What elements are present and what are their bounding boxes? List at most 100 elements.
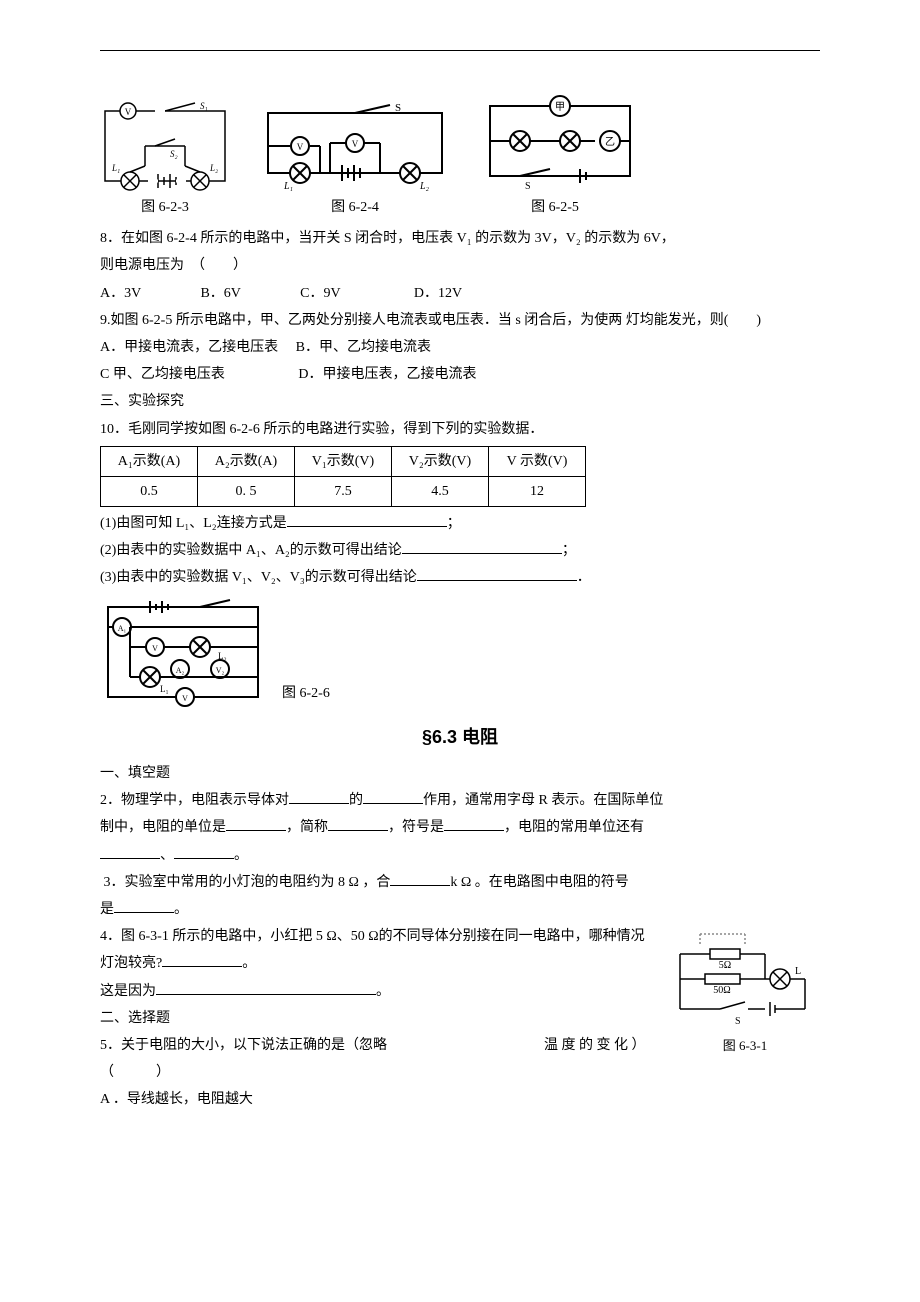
r2-label: 50Ω [713,985,730,996]
th-v1: V₁示数(V) [295,446,392,476]
fill-blank-heading: 一、填空题 [100,761,820,786]
v-label-1: V [152,644,158,653]
lamp-l1-label: L₁ [283,181,293,191]
section-3-title: 三、实验探究 [100,389,820,414]
top-rule [100,50,820,51]
td-a2: 0. 5 [198,476,295,506]
lamp-l2-label: L₂ [209,163,218,173]
a2-label: A₂ [176,666,185,675]
q3-pre: 3．实验室中常用的小灯泡的电阻约为 8 Ω ，合 [104,875,391,890]
q2-line2: 制中，电阻的单位是，简称，符号是，电阻的常用单位还有 [100,815,820,840]
q4-line3post: 。 [376,984,390,999]
q10-sub1-pre: (1)由图可知 L₁、L₂连接方式是 [100,516,287,531]
meter-jia-label: 甲 [555,102,565,113]
meter-yi-label: 乙 [605,136,615,148]
fig-captions-row: 图 6-2-3 图 6-2-4 图 6-2-5 [100,195,820,220]
td-v: 12 [489,476,586,506]
fig-6-2-3: V S₁ S₂ L₁ L₂ [100,101,230,191]
fig-6-3-1-caption: 图 6-3-1 [670,1034,820,1057]
q3-line1: 3．实验室中常用的小灯泡的电阻约为 8 Ω ，合 k Ω 。在电路图中电阻的符号 [100,870,820,895]
th-a2: A₂示数(A) [198,446,295,476]
v-label-2: V [182,694,188,703]
fig-6-2-5-caption: 图 6-2-5 [480,195,630,220]
fig-6-2-5: 甲 乙 S [480,91,640,191]
td-v2: 4.5 [392,476,489,506]
q2-line1: 2．物理学中，电阻表示导体对 的 作用，通常用字母 R 表示。在国际单位 [100,788,820,813]
q4-line3pre: 这是因为 [100,984,156,999]
table-data-row: 0.5 0. 5 7.5 4.5 12 [101,476,586,506]
q10-sub3: (3)由表中的实验数据 V₁、V₂、V₃的示数可得出结论 ． [100,565,820,590]
q9-opt-c: C 甲、乙均接电压表 [100,367,225,382]
blank [363,789,423,804]
q10-sub2-pre: (2)由表中的实验数据中 A₁、A₂的示数可得出结论 [100,543,402,558]
q3-line2post: 。 [174,902,188,917]
q9-opt-d: D．甲接电压表，乙接电流表 [298,367,476,382]
blank [289,789,349,804]
q2-p1c: 作用，通常用字母 R 表示。在国际单位 [423,793,663,808]
switch-s-label: S [395,102,401,114]
q8-opt-d: D．12V [414,286,462,301]
lamp-l1-label: L₁ [111,163,120,173]
q10-sub2-post: ； [562,543,576,558]
table-header-row: A₁示数(A) A₂示数(A) V₁示数(V) V₂示数(V) V 示数(V) [101,446,586,476]
switch-s1-label: S₁ [200,101,208,111]
q9-stem: 9.如图 6-2-5 所示电路中，甲、乙两处分别接人电流表或电压表．当 s 闭合… [100,308,820,333]
q2-p3mid: 、 [160,848,174,863]
circuit-6-2-5-svg: 甲 乙 S [480,91,640,191]
blank [162,952,242,967]
q9-opt-a: A．甲接电流表，乙接电压表 [100,340,278,355]
circuit-6-2-4-svg: S L₁ L₂ V V [260,101,450,191]
q10-sub1: (1)由图可知 L₁、L₂连接方式是 ； [100,511,820,536]
l2-label: L₂ [218,651,227,661]
q8-options: A．3V B．6V C．9V D．12V [100,281,820,306]
fig-6-2-4: S L₁ L₂ V V [260,101,450,191]
q3-line2pre: 是 [100,902,114,917]
q2-p1b: 的 [349,793,363,808]
lamp-label: L [795,966,801,977]
v2-label: V [352,139,359,149]
blank [402,539,562,554]
td-a1: 0.5 [101,476,198,506]
th-a1: A₁示数(A) [101,446,198,476]
q2-line3: 、。 [100,843,820,868]
th-v2: V₂示数(V) [392,446,489,476]
q5-line1pre: 5．关于电阻的大小，以下说法正确的是（忽略 [100,1038,387,1053]
meter-v-label: V [125,107,132,117]
blank [156,980,376,995]
q2-p2a: 制中，电阻的单位是 [100,820,226,835]
q9-opts-row2: C 甲、乙均接电压表 D．甲接电压表，乙接电流表 [100,362,820,387]
blank [417,566,577,581]
page: V S₁ S₂ L₁ L₂ [0,0,920,1164]
l1-label: L₁ [160,684,169,694]
v1-label: V [297,142,304,152]
q8-opt-b: B．6V [200,286,240,301]
q5-line1post: 温 度 的 变 化 ） [544,1038,646,1053]
blank [287,512,447,527]
q4-line2pre: 灯泡较亮? [100,956,162,971]
blank [226,816,286,831]
q3-mid: k Ω 。在电路图中电阻的符号 [450,875,628,890]
q2-p1a: 2．物理学中，电阻表示导体对 [100,793,289,808]
q5-opt-a: A ．导线越长，电阻越大 [100,1087,820,1112]
v2-label: V₂ [216,666,225,675]
q8-stem: 8．在如图 6-2-4 所示的电路中，当开关 S 闭合时，电压表 V₁ 的示数为… [100,226,820,251]
blank [114,898,174,913]
q2-p3end: 。 [234,848,248,863]
q10-sub3-pre: (3)由表中的实验数据 V₁、V₂、V₃的示数可得出结论 [100,570,417,585]
q2-p2b: ，简称 [286,820,328,835]
q10-sub1-post: ； [447,516,461,531]
blank [390,871,450,886]
q8-line2: 则电源电压为 （ ） [100,253,820,278]
switch-label: S [735,1016,741,1027]
blank [328,816,388,831]
fig-6-2-3-caption: 图 6-2-3 [100,195,230,220]
q4-line2post: 。 [242,956,256,971]
q10-sub3-post: ． [577,570,591,585]
figures-row-1: V S₁ S₂ L₁ L₂ [100,91,820,191]
fig-6-3-1: 5Ω 50Ω L S 图 6-3-1 [670,924,820,1057]
q9-opt-b: B．甲、乙均接电流表 [296,340,431,355]
lamp-l2-label: L₂ [419,181,430,191]
blank [174,844,234,859]
td-v1: 7.5 [295,476,392,506]
circuit-6-2-3-svg: V S₁ S₂ L₁ L₂ [100,101,230,191]
